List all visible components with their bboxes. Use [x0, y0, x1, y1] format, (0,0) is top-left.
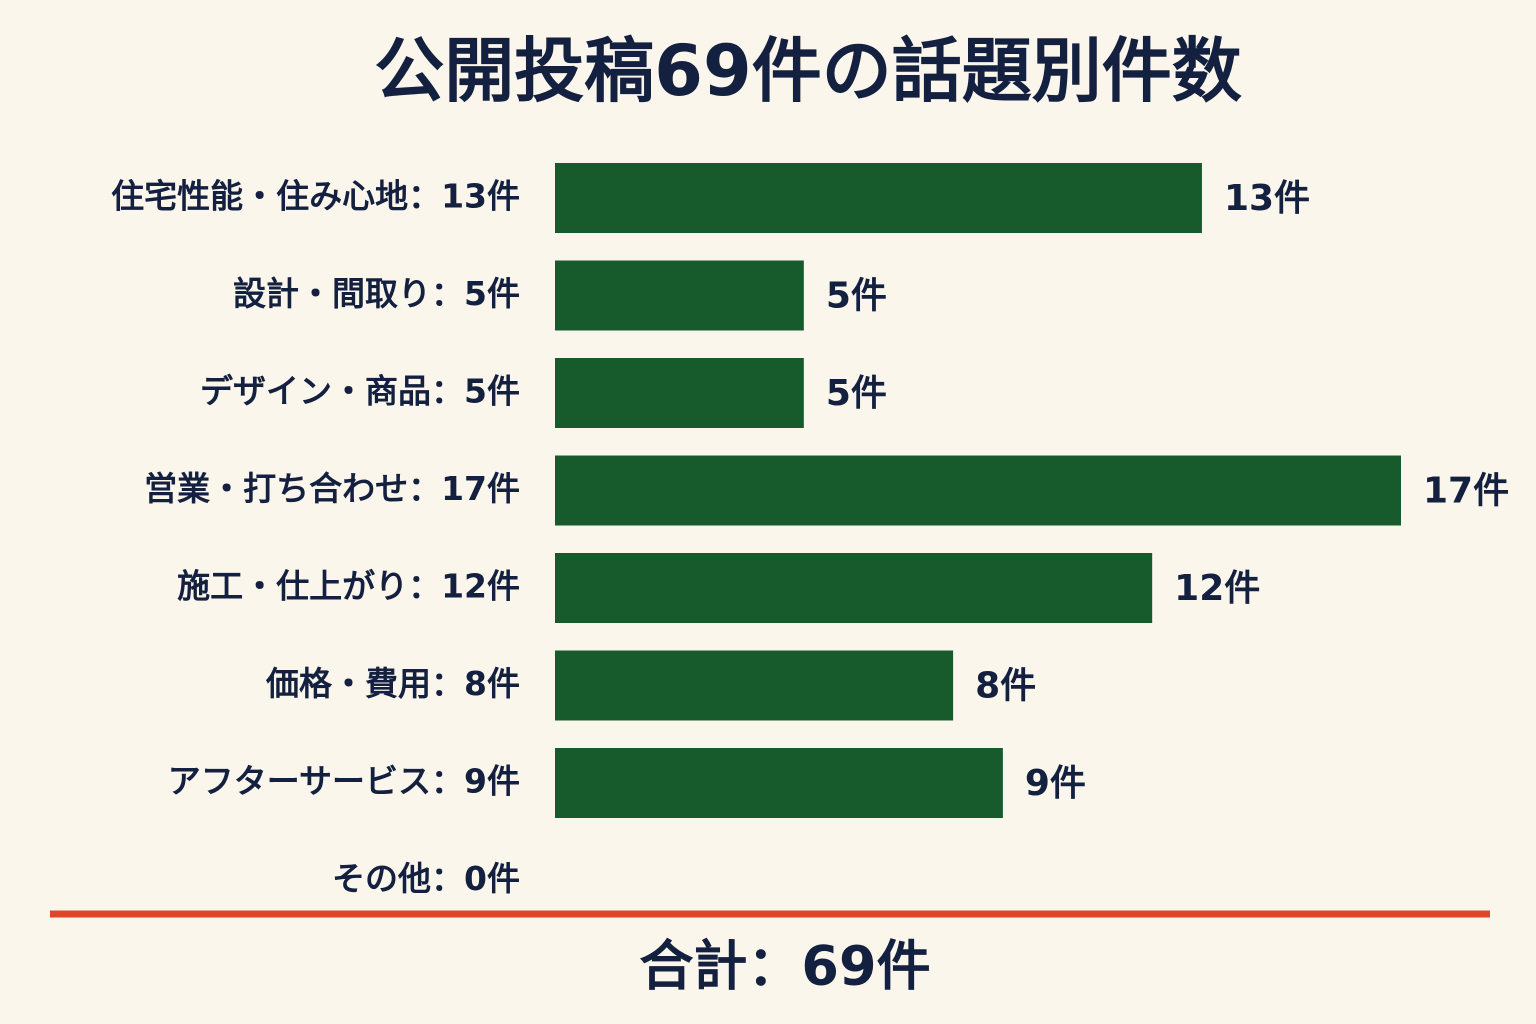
bar	[555, 260, 804, 331]
bar	[555, 748, 1003, 818]
value-label: 13件	[1224, 178, 1310, 219]
bar	[555, 163, 1202, 233]
value-label: 12件	[1174, 568, 1260, 609]
category-label: 住宅性能・住み心地：13件	[111, 177, 520, 216]
value-label: 17件	[1423, 471, 1509, 512]
category-label: デザイン・商品：5件	[200, 372, 520, 411]
value-label: 5件	[826, 373, 887, 414]
category-label: 営業・打ち合わせ：17件	[144, 469, 520, 508]
bar	[555, 358, 804, 428]
bar	[555, 553, 1153, 623]
category-label: その他：0件	[332, 859, 520, 898]
category-label: アフターサービス：9件	[168, 762, 520, 801]
chart-title: 公開投稿69件の話題別件数	[374, 30, 1241, 112]
value-label: 8件	[975, 666, 1036, 707]
value-label: 9件	[1025, 763, 1086, 804]
category-label: 設計・間取り：5件	[233, 274, 520, 313]
bar	[555, 455, 1401, 526]
category-label: 価格・費用：8件	[265, 664, 520, 703]
bar	[555, 650, 954, 721]
value-label: 5件	[826, 276, 887, 317]
category-label: 施工・仕上がり：12件	[177, 567, 520, 606]
total-label: 合計：69件	[639, 935, 930, 998]
